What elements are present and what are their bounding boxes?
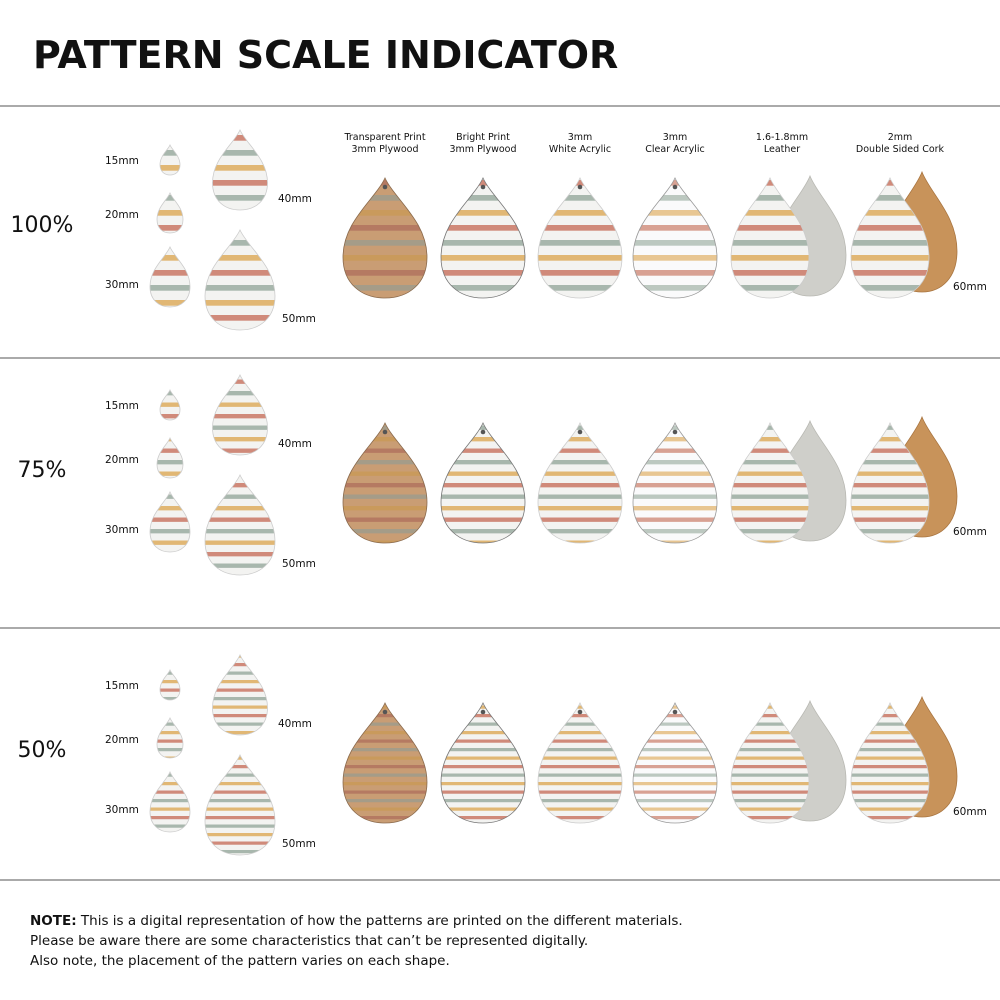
leather-shape: [730, 421, 810, 544]
size-label: 30mm: [105, 524, 139, 536]
hole: [577, 184, 583, 190]
size-label: 15mm: [105, 680, 139, 692]
plywood-bright-shape: [440, 422, 526, 544]
leather-shape: [730, 176, 810, 299]
material-name: 2mm: [888, 132, 913, 143]
size-label: 30mm: [105, 804, 139, 816]
hole: [480, 429, 486, 435]
sample-shape: [212, 374, 268, 456]
size-label: 60mm: [953, 806, 987, 818]
size-label: 50mm: [282, 838, 316, 850]
size-label: 15mm: [105, 400, 139, 412]
white-acrylic-shape: [537, 177, 623, 299]
plywood-bright-shape: [440, 177, 526, 299]
sample-shape: [212, 129, 268, 211]
white-acrylic-shape: [537, 702, 623, 824]
size-label: 60mm: [953, 281, 987, 293]
scale-label: 100%: [11, 213, 74, 238]
hole: [577, 709, 583, 715]
cork-shape: [850, 421, 930, 544]
white-acrylic-shape: [537, 422, 623, 544]
material-detail: White Acrylic: [549, 144, 611, 155]
plywood-transparent-shape: [342, 177, 428, 299]
hole: [672, 429, 678, 435]
material-name: 3mm: [663, 132, 688, 143]
material-detail: 3mm Plywood: [352, 144, 419, 155]
scale-label: 50%: [18, 738, 67, 763]
size-label: 15mm: [105, 155, 139, 167]
cork-shape: [850, 701, 930, 824]
note-line: Also note, the placement of the pattern …: [30, 953, 450, 969]
note-label: NOTE:: [30, 913, 77, 929]
size-label: 20mm: [105, 209, 139, 221]
clear-acrylic-shape: [632, 702, 718, 824]
size-label: 20mm: [105, 734, 139, 746]
hole: [672, 709, 678, 715]
size-label: 20mm: [105, 454, 139, 466]
leather-shape: [730, 701, 810, 824]
sample-shape: [204, 474, 276, 576]
sample-shape: [149, 771, 191, 833]
size-label: 40mm: [278, 438, 312, 450]
material-name: 1.6-1.8mm: [756, 132, 808, 143]
hole: [382, 429, 388, 435]
size-label: 50mm: [282, 558, 316, 570]
sample-shape: [159, 144, 181, 176]
note-line: Please be aware there are some character…: [30, 933, 588, 949]
note-line: This is a digital representation of how …: [80, 913, 683, 929]
size-label: 50mm: [282, 313, 316, 325]
plywood-transparent-shape: [342, 422, 428, 544]
hole: [480, 184, 486, 190]
scale-label: 75%: [18, 458, 67, 483]
hole: [382, 184, 388, 190]
material-detail: Leather: [764, 144, 800, 155]
hole: [382, 709, 388, 715]
sample-shape: [156, 716, 184, 759]
plywood-transparent-shape: [342, 702, 428, 824]
sample-shape: [156, 436, 184, 479]
cork-shape: [850, 176, 930, 299]
hole: [480, 709, 486, 715]
material-name: Bright Print: [456, 132, 510, 143]
sample-shape: [159, 389, 181, 421]
sample-shape: [156, 191, 184, 234]
size-label: 30mm: [105, 279, 139, 291]
hole: [577, 429, 583, 435]
page-title: PATTERN SCALE INDICATOR: [33, 33, 618, 77]
sample-shape: [212, 654, 268, 736]
clear-acrylic-shape: [632, 177, 718, 299]
sample-shape: [149, 491, 191, 553]
size-label: 40mm: [278, 193, 312, 205]
plywood-bright-shape: [440, 702, 526, 824]
material-name: Transparent Print: [343, 132, 425, 143]
sample-shape: [204, 229, 276, 331]
clear-acrylic-shape: [632, 422, 718, 544]
sample-shape: [149, 246, 191, 308]
material-detail: Double Sided Cork: [856, 144, 945, 155]
material-detail: 3mm Plywood: [450, 144, 517, 155]
hole: [672, 184, 678, 190]
sample-shape: [159, 669, 181, 701]
sample-shape: [204, 754, 276, 856]
size-label: 40mm: [278, 718, 312, 730]
material-detail: Clear Acrylic: [645, 144, 704, 155]
note: NOTE: This is a digital representation o…: [30, 913, 683, 929]
material-name: 3mm: [568, 132, 593, 143]
size-label: 60mm: [953, 526, 987, 538]
